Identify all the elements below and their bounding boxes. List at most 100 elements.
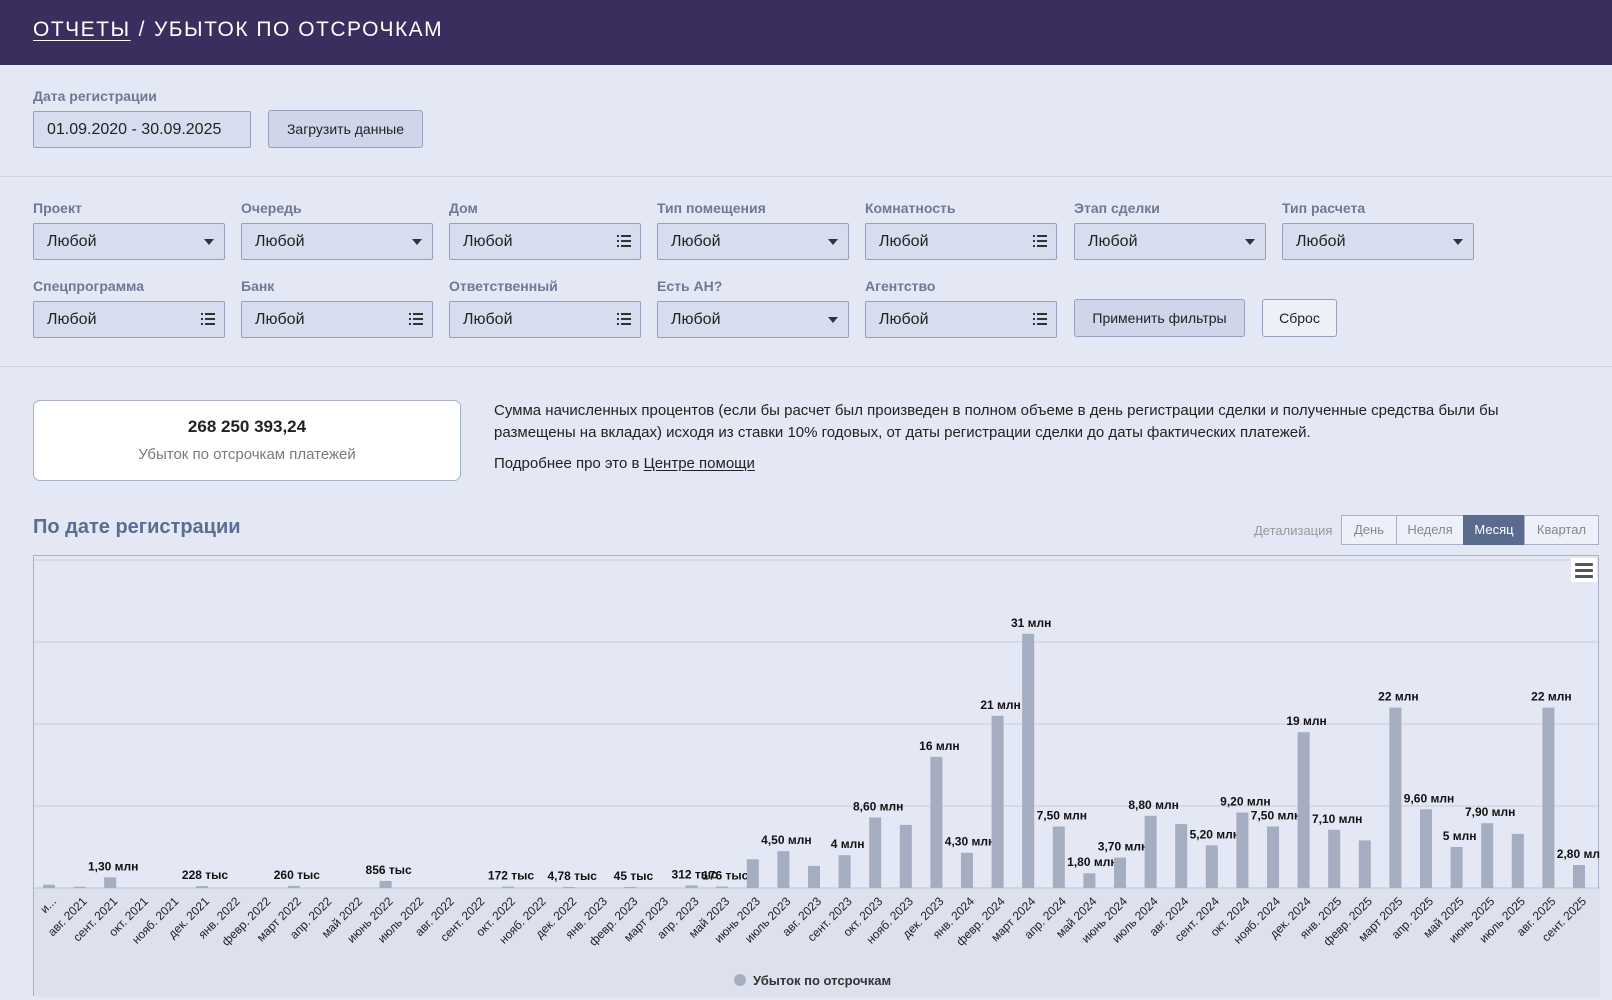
filter-value-8: Любой — [255, 311, 305, 328]
list-icon — [201, 313, 215, 326]
data-label: 7,50 млн — [1251, 809, 1301, 823]
data-label: 22 млн — [1531, 690, 1571, 704]
filter-select-6[interactable]: Любой — [1282, 223, 1474, 260]
help-prefix: Подробнее про это в — [494, 455, 640, 472]
data-label: 22 млн — [1378, 690, 1418, 704]
x-axis-band — [34, 888, 1600, 997]
chart-menu-icon[interactable] — [1571, 558, 1597, 582]
detail-week-button[interactable]: Неделя — [1396, 515, 1464, 545]
data-label: 7,90 млн — [1465, 805, 1515, 819]
chart-bar — [43, 884, 55, 888]
summary-card: 268 250 393,24 Убыток по отсрочкам плате… — [33, 400, 461, 481]
chart-bar — [1083, 873, 1096, 888]
data-label: 31 млн — [1011, 616, 1051, 630]
chart-bar — [899, 824, 912, 888]
detail-day-button[interactable]: День — [1341, 515, 1397, 545]
data-label: 4,78 тыс — [547, 869, 597, 883]
chart-section-title: По дате регистрации — [33, 516, 241, 538]
data-label: 9,20 млн — [1220, 795, 1270, 809]
data-label: 4,50 млн — [761, 833, 811, 847]
filter-label-1: Очередь — [241, 200, 302, 216]
breadcrumb: ОТЧЕТЫ / УБЫТОК ПО ОТСРОЧКАМ — [33, 18, 443, 42]
chart-bar — [838, 855, 851, 888]
data-label: 172 тыс — [488, 869, 534, 883]
filter-label-8: Банк — [241, 278, 275, 294]
data-label: 4,30 млн — [945, 835, 995, 849]
chart-bar — [563, 887, 576, 888]
filter-select-11[interactable]: Любой — [865, 301, 1057, 338]
filters-section: Проект Любой Очередь Любой Дом Любой Тип помещ… — [0, 177, 1612, 367]
legend-label: Убыток по отсрочкам — [753, 973, 891, 988]
chart-bar — [1328, 829, 1341, 888]
data-label: 228 тыс — [182, 868, 228, 882]
date-range-input[interactable]: 01.09.2020 - 30.09.2025 — [33, 111, 251, 148]
filter-label-3: Тип помещения — [657, 200, 766, 216]
filter-select-5[interactable]: Любой — [1074, 223, 1266, 260]
data-label: 856 тыс — [366, 863, 412, 877]
filter-label-11: Агентство — [865, 278, 936, 294]
load-data-button[interactable]: Загрузить данные — [268, 110, 423, 148]
breadcrumb-separator: / — [138, 18, 146, 41]
legend-marker — [734, 974, 746, 986]
chart-bar — [1144, 815, 1157, 888]
filter-select-10[interactable]: Любой — [657, 301, 849, 338]
filter-label-2: Дом — [449, 200, 478, 216]
filter-select-9[interactable]: Любой — [449, 301, 641, 338]
data-label: 7,50 млн — [1037, 809, 1087, 823]
data-label: 21 млн — [980, 698, 1020, 712]
caret-down-icon — [828, 239, 838, 245]
data-label: 3,70 млн — [1098, 840, 1148, 854]
chart-bar — [991, 715, 1004, 888]
chart-bar — [1573, 865, 1585, 888]
detail-month-button[interactable]: Месяц — [1463, 515, 1525, 545]
filter-value-5: Любой — [1088, 233, 1138, 250]
data-label: 1,30 млн — [88, 859, 138, 873]
data-label: 19 млн — [1286, 714, 1326, 728]
chart-bar — [1236, 812, 1249, 888]
filter-select-1[interactable]: Любой — [241, 223, 433, 260]
reset-filters-button[interactable]: Сброс — [1262, 299, 1337, 337]
help-text: Подробнее про это в Центре помощи — [494, 455, 755, 472]
filter-value-4: Любой — [879, 233, 929, 250]
filter-value-10: Любой — [671, 311, 721, 328]
chart-bar — [1052, 826, 1065, 888]
chart-bar — [1297, 732, 1310, 888]
filter-select-0[interactable]: Любой — [33, 223, 225, 260]
help-center-link[interactable]: Центре помощи — [643, 455, 755, 472]
chart-bar — [1358, 840, 1371, 888]
data-label: 7,10 млн — [1312, 812, 1362, 826]
data-label: 5 млн — [1443, 829, 1477, 843]
filter-select-4[interactable]: Любой — [865, 223, 1057, 260]
list-icon — [1033, 235, 1047, 248]
filter-select-7[interactable]: Любой — [33, 301, 225, 338]
chart-bar — [1175, 824, 1188, 888]
chart-bar — [104, 877, 117, 888]
filter-select-2[interactable]: Любой — [449, 223, 641, 260]
detail-label: Детализация — [1254, 523, 1333, 538]
data-label: 2,80 млн — [1557, 847, 1600, 861]
chart-bar — [379, 880, 392, 888]
chart-bar — [1542, 707, 1555, 888]
breadcrumb-reports-link[interactable]: ОТЧЕТЫ — [33, 18, 131, 41]
chart-bar — [287, 885, 300, 888]
chart-bar — [1205, 845, 1218, 888]
filter-label-7: Спецпрограмма — [33, 278, 145, 294]
caret-down-icon — [412, 239, 422, 245]
caret-down-icon — [204, 239, 214, 245]
apply-filters-button[interactable]: Применить фильтры — [1074, 299, 1245, 337]
filter-select-3[interactable]: Любой — [657, 223, 849, 260]
filter-label-5: Этап сделки — [1074, 200, 1160, 216]
detail-quarter-button[interactable]: Квартал — [1524, 515, 1599, 545]
filter-value-11: Любой — [879, 311, 929, 328]
filter-select-8[interactable]: Любой — [241, 301, 433, 338]
chart-bar — [685, 885, 698, 888]
data-label: 8,60 млн — [853, 799, 903, 813]
data-label: 176 тыс — [702, 869, 748, 883]
filter-label-6: Тип расчета — [1282, 200, 1366, 216]
filter-value-6: Любой — [1296, 233, 1346, 250]
filter-value-1: Любой — [255, 233, 305, 250]
data-label: 5,20 млн — [1190, 827, 1240, 841]
page-title: УБЫТОК ПО ОТСРОЧКАМ — [153, 18, 444, 41]
chart-bar — [1389, 707, 1402, 888]
data-label: 16 млн — [919, 739, 959, 753]
